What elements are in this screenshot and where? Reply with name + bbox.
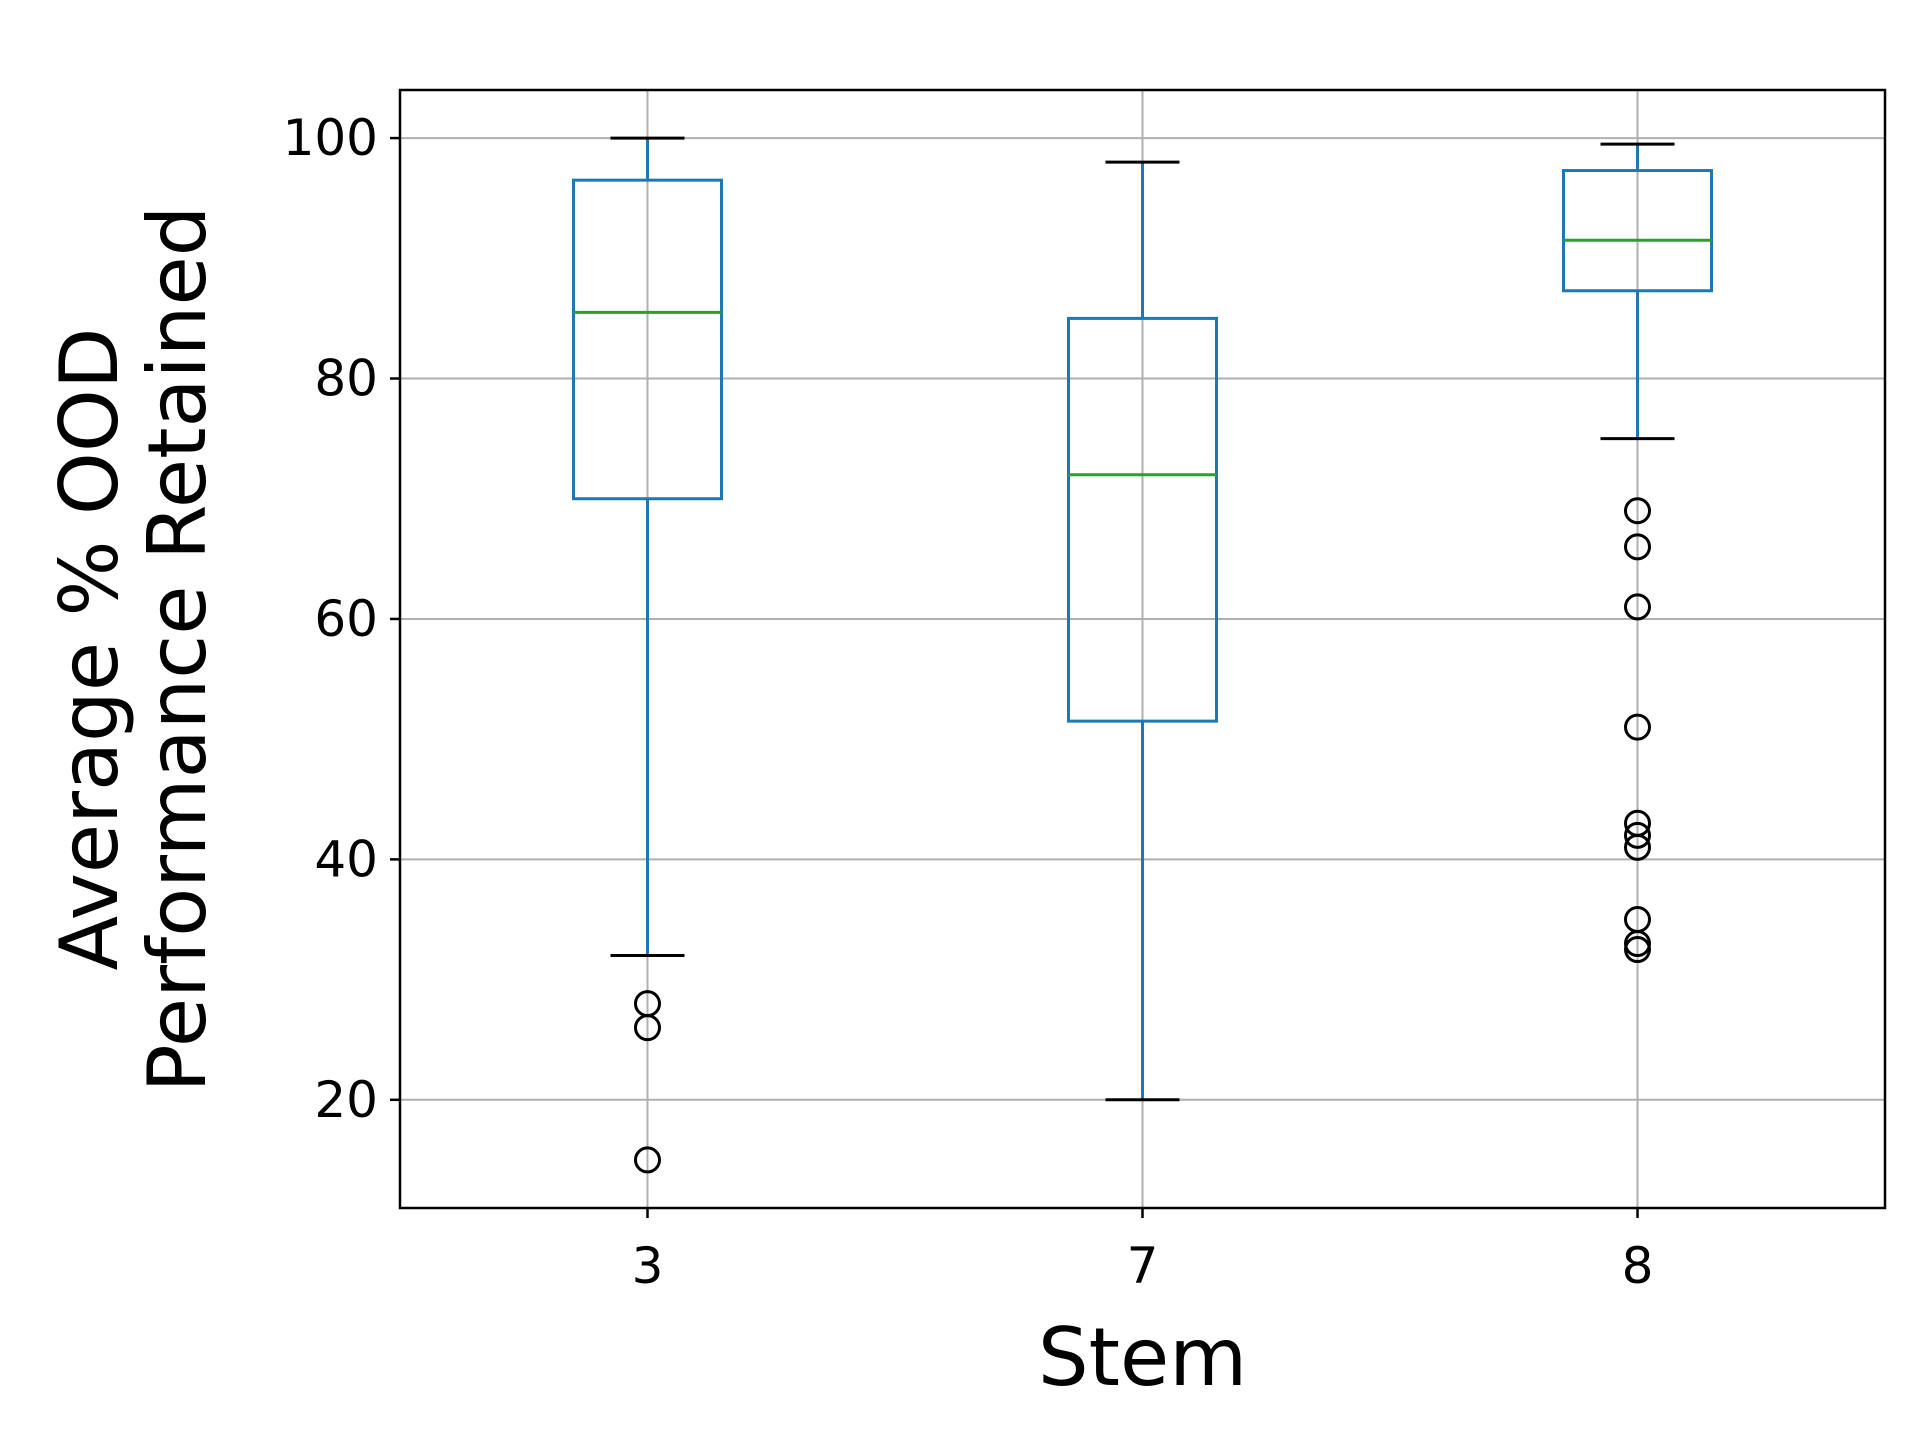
outlier-point — [1624, 821, 1651, 849]
box-layer — [572, 136, 1713, 1174]
y-axis-label-line: Average % OOD — [43, 328, 136, 971]
box-group-7 — [1067, 160, 1218, 1102]
y-axis-label: Average % OODPerformance Retained — [43, 206, 224, 1093]
outlier-point — [1624, 593, 1651, 621]
box-group-8 — [1562, 142, 1713, 964]
outlier-point — [634, 1014, 661, 1042]
iqr-box — [1562, 169, 1713, 293]
outlier-point — [1624, 533, 1651, 561]
y-tick-label: 80 — [314, 350, 378, 408]
iqr-box — [572, 178, 723, 501]
y-axis-label-line: Performance Retained — [131, 206, 224, 1093]
x-axis-label: Stem — [1038, 1311, 1247, 1404]
tick-layer: 20 40 60 80 100 3 7 8 — [283, 109, 1654, 1295]
y-tick-label: 60 — [314, 590, 378, 648]
x-tick-label: 7 — [1127, 1237, 1159, 1295]
box-group-3 — [572, 136, 723, 1174]
outlier-point — [1624, 497, 1651, 525]
iqr-box — [1067, 316, 1218, 723]
y-tick-label: 100 — [283, 109, 378, 167]
outlier-point — [1624, 713, 1651, 741]
outlier-point — [1624, 936, 1651, 964]
y-tick-label: 40 — [314, 830, 378, 888]
outlier-point — [1624, 833, 1651, 861]
x-tick-label: 8 — [1622, 1237, 1654, 1295]
y-tick-label: 20 — [314, 1071, 378, 1129]
outlier-point — [634, 1146, 661, 1174]
x-tick-label: 3 — [632, 1237, 664, 1295]
